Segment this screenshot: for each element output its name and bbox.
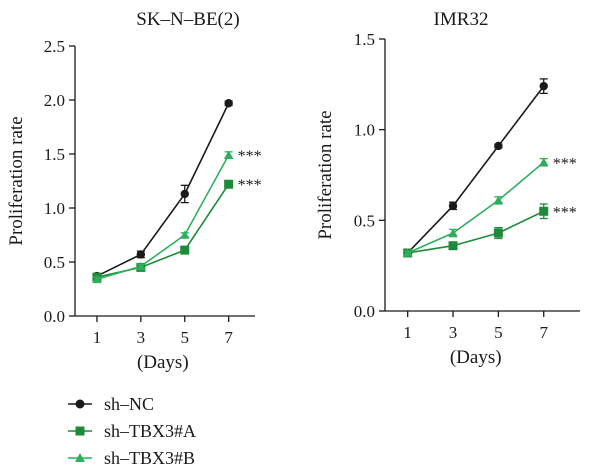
legend-marker-sh-tbx3-b [75,453,85,462]
y-tick-label: 1.5 [354,30,375,49]
data-point [448,201,458,211]
data-point [493,228,503,238]
series-line [96,154,230,281]
data-point [224,179,234,189]
series-sh-nc [92,99,233,281]
data-point [223,150,234,159]
legend-item-sh-tbx3-a: sh–TBX3#A [68,421,196,441]
chart-sk-n-be2: SK–N–BE(2) 0.0 0.5 1.0 1.5 2.0 2.5 1 3 5 7 (Days) Pr… [6,9,262,373]
data-point [538,157,549,167]
y-tick-label: 0.5 [44,253,65,272]
chart-title: IMR32 [434,9,489,30]
chart-title: SK–N–BE(2) [136,9,239,30]
series-line [96,183,230,278]
x-tick-label: 1 [93,328,102,347]
data-point [539,206,549,216]
data-point [448,241,458,251]
chart-imr32: IMR32 0.0 0.5 1.0 1.5 1 3 5 7 (Days) Proliferation… [315,9,580,368]
legend: sh–NC sh–TBX3#A sh–TBX3#B [68,394,196,468]
series-sh-tbx3-b [402,157,549,257]
data-point [180,245,190,255]
legend-label-sh-nc: sh–NC [104,394,154,414]
x-tick-label: 5 [181,328,190,347]
y-tick-label: 0.0 [354,302,375,321]
data-point [92,274,102,284]
data-point [448,228,458,237]
x-tick-label: 3 [449,323,458,342]
y-tick-label: 1.0 [44,199,65,218]
series-sh-tbx3-a [403,203,549,258]
data-point [493,195,504,205]
legend-label-sh-tbx3-b: sh–TBX3#B [104,448,195,468]
x-axis-title: (Days) [137,352,189,373]
legend-label-sh-tbx3-a: sh–TBX3#A [104,421,196,441]
y-axis-title: Proliferation rate [315,110,336,239]
series-line [407,161,545,254]
series-sh-tbx3-a [92,179,234,282]
significance-label: *** [238,177,262,194]
data-point [136,250,146,259]
series-sh-nc [403,78,548,258]
legend-marker-sh-nc [75,399,85,409]
data-point [179,230,190,239]
legend-item-sh-nc: sh–NC [68,394,154,414]
x-tick-label: 3 [137,328,146,347]
data-point [494,141,503,151]
y-tick-label: 1.0 [354,121,375,140]
significance-label: *** [553,155,577,172]
y-tick-label: 0.0 [44,307,65,326]
x-tick-label: 7 [224,328,233,347]
y-axis-title: Proliferation rate [6,116,27,245]
data-point [224,99,233,108]
series-sh-tbx3-b [92,150,234,284]
x-tick-label: 1 [403,323,412,342]
data-point [136,261,146,271]
y-tick-label: 2.5 [44,37,65,56]
data-point [402,248,413,257]
y-tick-label: 2.0 [44,91,65,110]
significance-label: *** [238,148,262,165]
significance-label: *** [553,204,577,221]
x-axis-title: (Days) [450,347,502,368]
y-tick-label: 0.5 [354,211,375,230]
series-line [407,210,545,254]
series-line [96,102,230,277]
legend-marker-sh-tbx3-a [75,426,85,436]
series-line [407,85,545,254]
data-point [539,81,548,91]
legend-item-sh-tbx3-b: sh–TBX3#B [68,448,195,468]
data-point [180,189,189,199]
y-tick-label: 1.5 [44,145,65,164]
x-tick-label: 7 [539,323,548,342]
x-tick-label: 5 [494,323,503,342]
